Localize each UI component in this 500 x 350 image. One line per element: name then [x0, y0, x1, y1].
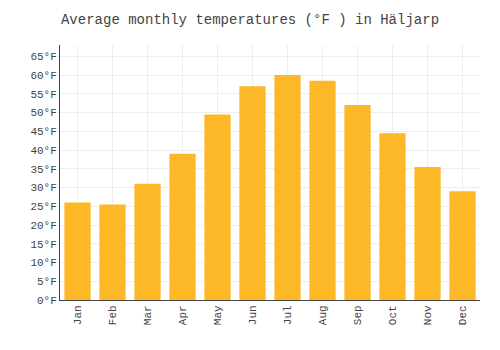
svg-text:5°F: 5°F	[37, 276, 57, 288]
svg-text:May: May	[212, 305, 224, 325]
svg-text:Mar: Mar	[142, 305, 154, 325]
svg-text:30°F: 30°F	[30, 182, 56, 194]
svg-text:55°F: 55°F	[30, 89, 56, 101]
svg-text:Aug: Aug	[317, 305, 329, 325]
svg-text:60°F: 60°F	[30, 70, 56, 82]
svg-text:Jun: Jun	[247, 305, 259, 325]
svg-text:65°F: 65°F	[30, 51, 56, 63]
svg-text:Jan: Jan	[72, 305, 84, 325]
svg-text:Jul: Jul	[282, 305, 294, 325]
svg-text:0°F: 0°F	[37, 295, 57, 307]
svg-text:45°F: 45°F	[30, 126, 56, 138]
svg-text:40°F: 40°F	[30, 145, 56, 157]
svg-text:Feb: Feb	[107, 305, 119, 325]
svg-text:Nov: Nov	[422, 305, 434, 325]
svg-text:Average monthly temperatures (: Average monthly temperatures (°F ) in Hä…	[61, 12, 439, 28]
svg-text:Sep: Sep	[352, 305, 364, 325]
svg-text:35°F: 35°F	[30, 164, 56, 176]
svg-text:50°F: 50°F	[30, 107, 56, 119]
svg-text:10°F: 10°F	[30, 257, 56, 269]
svg-text:Oct: Oct	[387, 305, 399, 325]
svg-text:20°F: 20°F	[30, 220, 56, 232]
svg-text:15°F: 15°F	[30, 239, 56, 251]
svg-text:Apr: Apr	[177, 305, 189, 325]
svg-text:Dec: Dec	[457, 305, 469, 325]
svg-text:25°F: 25°F	[30, 201, 56, 213]
